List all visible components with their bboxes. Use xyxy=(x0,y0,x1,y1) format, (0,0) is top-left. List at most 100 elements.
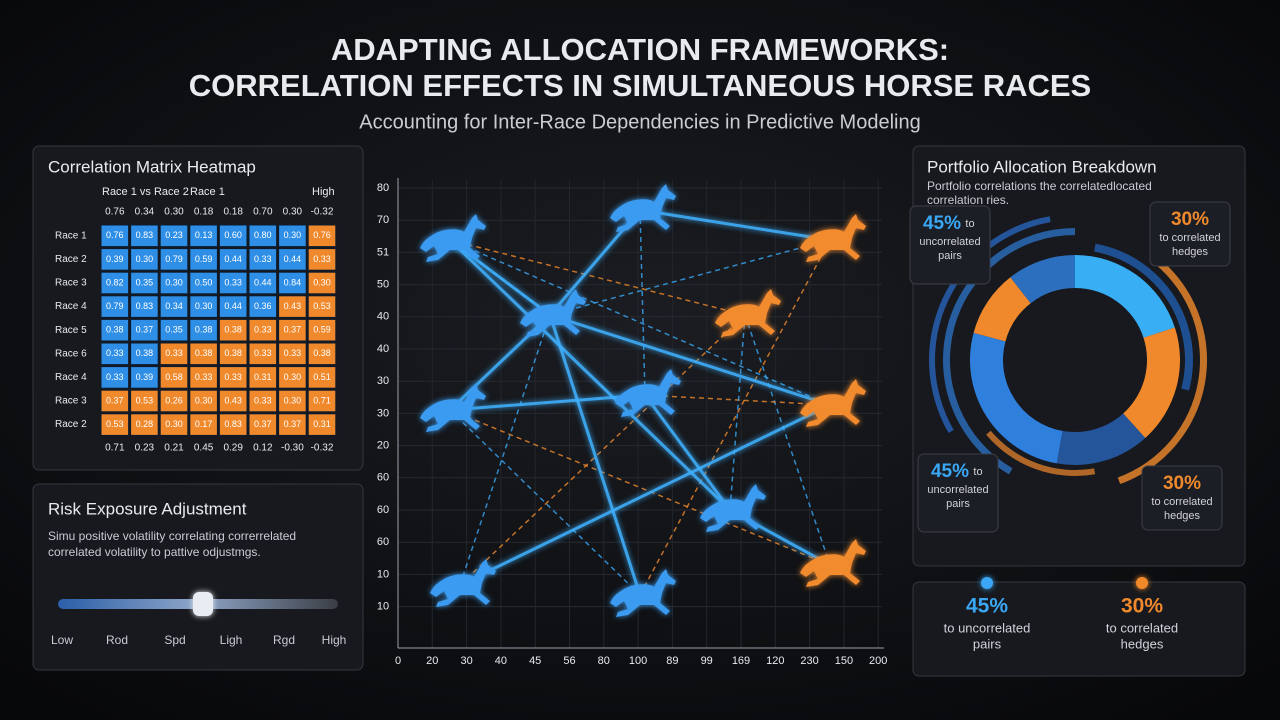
link xyxy=(459,314,551,586)
y-tick-label: 30 xyxy=(377,407,389,419)
donut-segment xyxy=(986,430,1096,476)
heatmap-cell xyxy=(100,295,130,318)
cell-value: 0.53 xyxy=(136,395,154,405)
heatmap-cell xyxy=(218,342,248,366)
summary-text: pairs xyxy=(973,636,1002,651)
col-value: 0.12 xyxy=(253,443,273,454)
cell-value: 0.44 xyxy=(284,254,302,264)
heatmap-cell xyxy=(278,413,307,436)
cell-value: 0.44 xyxy=(254,277,272,287)
horse-icon xyxy=(700,484,766,532)
legend-dot xyxy=(981,577,993,589)
y-tick-label: 51 xyxy=(377,246,389,258)
cell-value: 0.83 xyxy=(224,419,242,429)
cell-value: 0.30 xyxy=(165,277,183,287)
cell-value: 0.39 xyxy=(136,372,154,382)
heatmap-cell xyxy=(189,389,218,413)
x-tick-label: 0 xyxy=(395,655,401,667)
cell-value: 0.33 xyxy=(165,348,183,358)
col-header: High xyxy=(312,186,335,198)
cell-value: 0.38 xyxy=(195,325,213,335)
donut-segment xyxy=(973,277,1031,342)
slider-label: High xyxy=(322,633,347,647)
heatmap-cell xyxy=(307,413,337,436)
row-label: Race 3 xyxy=(55,278,87,289)
cell-value: 0.31 xyxy=(313,419,331,429)
y-tick-label: 30 xyxy=(377,375,389,387)
cell-value: 0.50 xyxy=(195,277,213,287)
description: Simu positive volatility correlating cor… xyxy=(48,529,296,543)
cell-value: 0.58 xyxy=(165,372,183,382)
col-header: Race 1 xyxy=(190,186,225,198)
heatmap-cell xyxy=(100,342,130,366)
panel-title: Correlation Matrix Heatmap xyxy=(48,157,256,176)
cell-value: 0.37 xyxy=(106,395,124,405)
cell-value: 0.30 xyxy=(284,372,302,382)
horse-icon xyxy=(520,289,586,337)
cell-value: 0.28 xyxy=(136,419,154,429)
link xyxy=(449,239,746,316)
col-value: 0.18 xyxy=(194,207,214,218)
heatmap-cell xyxy=(100,413,130,436)
heatmap-cell xyxy=(159,248,189,271)
y-tick-label: 80 xyxy=(377,182,389,194)
cell-value: 0.82 xyxy=(106,277,124,287)
summary-pct: 30% xyxy=(1121,595,1163,618)
slider-label: Spd xyxy=(164,633,185,647)
panel-title: Portfolio Allocation Breakdown xyxy=(927,157,1157,176)
heatmap-cell xyxy=(248,389,278,413)
callout-pct: 30% xyxy=(1163,473,1201,494)
callout-box xyxy=(917,453,999,533)
heatmap-cell xyxy=(189,366,218,389)
link xyxy=(448,238,732,512)
cell-value: 0.35 xyxy=(165,325,183,335)
cell-value: 0.26 xyxy=(165,395,183,405)
slider-label: Rod xyxy=(106,633,128,647)
cell-value: 0.35 xyxy=(136,277,154,287)
cell-value: 0.53 xyxy=(313,301,331,311)
cell-value: 0.33 xyxy=(224,372,242,382)
callout-text: uncorrelated xyxy=(919,236,980,248)
panel-title: Risk Exposure Adjustment xyxy=(48,499,247,518)
heatmap-cell xyxy=(189,248,218,271)
cell-value: 0.76 xyxy=(106,230,124,240)
callout-text: uncorrelated xyxy=(927,484,988,496)
slider-label: Ligh xyxy=(220,633,243,647)
cell-value: 0.33 xyxy=(284,348,302,358)
heatmap-cell xyxy=(278,271,307,295)
summary-panel xyxy=(912,581,1246,677)
row-label: Race 3 xyxy=(55,396,87,407)
heatmap-cell xyxy=(248,318,278,342)
heatmap-cell xyxy=(130,295,159,318)
donut-segment xyxy=(1056,413,1146,466)
heatmap-cell xyxy=(218,389,248,413)
slider-knob[interactable] xyxy=(193,592,213,616)
heatmap-cell xyxy=(159,224,189,248)
heatmap-cell xyxy=(307,224,337,248)
cell-value: 0.39 xyxy=(106,254,124,264)
y-tick-label: 20 xyxy=(377,440,389,452)
cell-value: 0.60 xyxy=(224,230,242,240)
heatmap-cell xyxy=(159,318,189,342)
heatmap-cell xyxy=(100,389,130,413)
cell-value: 0.30 xyxy=(195,395,213,405)
horse-icon xyxy=(610,569,676,617)
row-label: Race 1 xyxy=(55,230,87,241)
horse-icon xyxy=(430,559,496,607)
heatmap-cell xyxy=(218,224,248,248)
heatmap-cell xyxy=(189,224,218,248)
horse-icon xyxy=(610,184,676,232)
heatmap-cell xyxy=(307,318,337,342)
heatmap-cell xyxy=(130,342,159,366)
col-value: 0.30 xyxy=(283,207,303,218)
cell-value: 0.38 xyxy=(224,348,242,358)
callout-box xyxy=(1141,465,1223,531)
y-tick-label: 40 xyxy=(377,343,389,355)
cell-value: 0.38 xyxy=(195,348,213,358)
cell-value: 0.37 xyxy=(254,419,272,429)
heatmap-cell xyxy=(307,248,337,271)
col-value: -0.32 xyxy=(311,207,334,218)
x-tick-label: 120 xyxy=(766,655,784,667)
heatmap-cell xyxy=(248,366,278,389)
cell-value: 0.76 xyxy=(313,230,331,240)
